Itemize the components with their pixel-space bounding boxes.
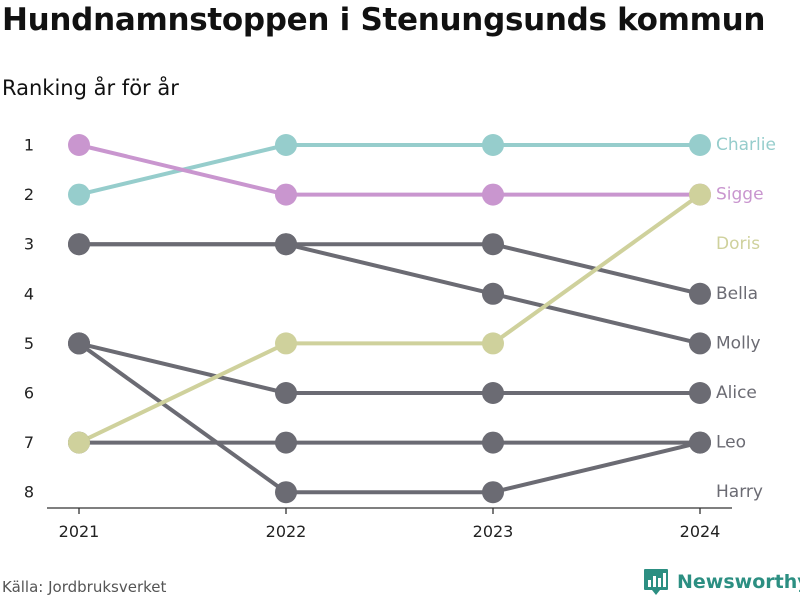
end-label-harry: Harry [716, 482, 763, 502]
series-line-molly [77, 242, 702, 346]
end-label-doris: Doris [716, 234, 760, 254]
x-tick-label-2022: 2022 [266, 522, 307, 541]
chart-title: Hundnamnstoppen i Stenungsunds kommun [2, 2, 766, 38]
data-point-alice-2024 [689, 382, 711, 404]
data-point-doris-2024 [689, 183, 711, 206]
x-tick-label-2021: 2021 [59, 522, 100, 541]
y-tick-label-7: 7 [24, 433, 34, 452]
data-point-charlie-2023 [482, 134, 504, 156]
data-point-charlie-2022 [275, 134, 297, 156]
y-tick-label-1: 1 [24, 136, 34, 155]
chart-subtitle: Ranking år för år [2, 76, 179, 100]
source-note: Källa: Jordbruksverket [2, 578, 167, 596]
data-point-molly-2023 [482, 282, 504, 305]
data-point-charlie-2024 [689, 134, 711, 156]
data-point-alice-2022 [275, 382, 297, 404]
data-point-doris-2021 [68, 431, 90, 454]
data-point-molly-2021 [68, 233, 90, 256]
data-point-harry-2023 [482, 481, 504, 504]
data-point-leo-2022 [275, 431, 297, 454]
data-point-doris-2023 [482, 332, 504, 355]
y-tick-label-2: 2 [24, 185, 34, 204]
end-label-molly: Molly [716, 333, 761, 353]
data-point-doris-2022 [275, 332, 297, 355]
end-label-sigge: Sigge [716, 185, 764, 205]
data-point-sigge-2021 [68, 134, 90, 156]
brand-logo: Newsworthy [643, 568, 800, 596]
data-point-molly-2022 [275, 233, 297, 256]
end-label-alice: Alice [716, 383, 757, 403]
data-point-leo-2023 [482, 431, 504, 454]
data-point-harry-2022 [275, 481, 297, 504]
data-point-bella-2023 [482, 233, 504, 256]
data-point-sigge-2022 [275, 183, 297, 206]
end-label-charlie: Charlie [716, 135, 776, 155]
end-label-leo: Leo [716, 433, 746, 453]
y-tick-label-8: 8 [24, 483, 34, 502]
series-line-doris [77, 192, 702, 445]
y-tick-label-4: 4 [24, 284, 34, 303]
data-point-sigge-2023 [482, 183, 504, 206]
y-tick-label-6: 6 [24, 384, 34, 403]
end-label-bella: Bella [716, 284, 758, 304]
x-tick-label-2024: 2024 [680, 522, 721, 541]
series-line-alice [77, 341, 702, 395]
data-point-harry-2024 [689, 431, 711, 454]
brand-name: Newsworthy [677, 571, 800, 593]
data-point-bella-2024 [689, 282, 711, 305]
data-point-alice-2023 [482, 382, 504, 404]
y-tick-label-5: 5 [24, 334, 34, 353]
data-point-harry-2021 [68, 332, 90, 355]
bar-chart-logo-icon [644, 569, 668, 595]
data-point-charlie-2021 [68, 183, 90, 206]
series-line-harry [77, 341, 702, 495]
data-point-molly-2024 [689, 332, 711, 355]
y-tick-label-3: 3 [24, 235, 34, 254]
series-line-charlie [77, 143, 702, 197]
x-tick-label-2023: 2023 [473, 522, 514, 541]
series-line-sigge [77, 143, 702, 197]
